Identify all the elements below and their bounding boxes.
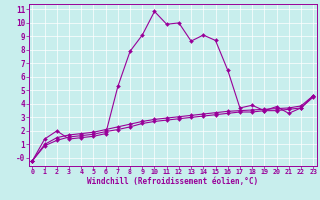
X-axis label: Windchill (Refroidissement éolien,°C): Windchill (Refroidissement éolien,°C): [87, 177, 258, 186]
